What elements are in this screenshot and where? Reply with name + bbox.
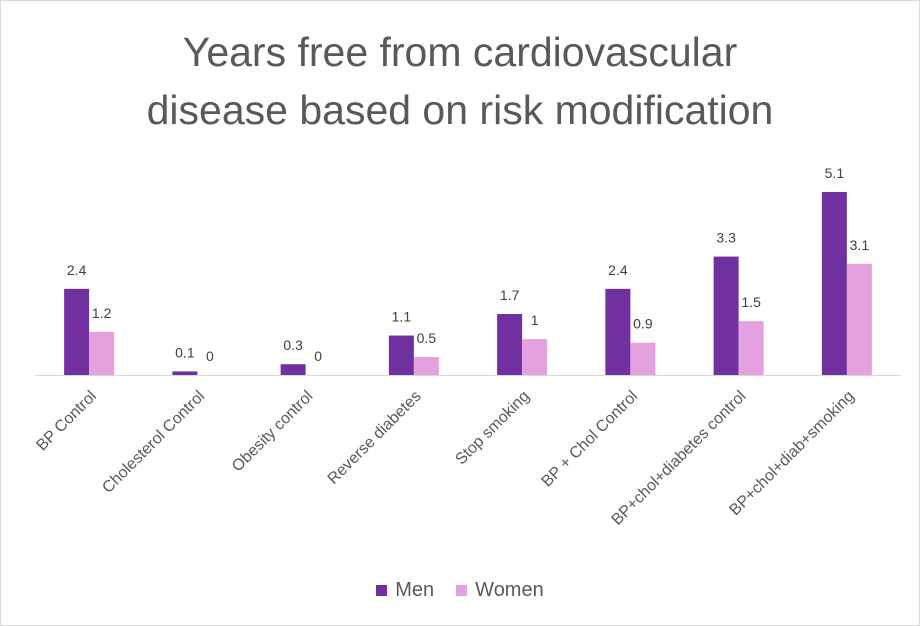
legend-swatch-women — [456, 585, 468, 596]
x-tick-label-2: Obesity control — [229, 388, 316, 475]
bar-men-7 — [821, 192, 847, 375]
data-label-men-0: 2.4 — [67, 262, 87, 278]
bar-women-0 — [89, 331, 115, 375]
data-label-men-7: 5.1 — [825, 165, 845, 181]
bar-men-5 — [605, 288, 631, 375]
data-label-men-1: 0.1 — [175, 344, 195, 360]
data-label-women-1: 0 — [206, 348, 214, 364]
data-label-women-2: 0 — [314, 348, 322, 364]
data-label-women-3: 0.5 — [417, 330, 437, 346]
data-label-men-4: 1.7 — [500, 287, 520, 303]
data-label-men-5: 2.4 — [608, 262, 628, 278]
bar-men-2 — [280, 364, 306, 375]
chart-title-line-1: Years free from cardiovascular — [182, 29, 738, 75]
legend-item-women: Women — [456, 579, 544, 602]
bar-women-5 — [630, 342, 656, 375]
x-tick-label-4: Stop smoking — [452, 388, 533, 469]
chart-title: Years free from cardiovascular disease b… — [1, 23, 919, 139]
data-label-women-5: 0.9 — [633, 316, 653, 332]
data-label-men-2: 0.3 — [283, 337, 303, 353]
data-label-women-0: 1.2 — [92, 305, 112, 321]
legend-swatch-men — [376, 585, 388, 596]
data-label-men-6: 3.3 — [716, 230, 736, 246]
data-label-women-7: 3.1 — [850, 237, 870, 253]
legend-label-women: Women — [475, 579, 544, 601]
x-tick-label-5: BP + Chol Control — [539, 388, 642, 491]
bar-women-3 — [413, 357, 439, 375]
bar-men-0 — [64, 288, 90, 375]
bar-women-6 — [738, 321, 764, 375]
x-tick-label-3: Reverse diabetes — [325, 388, 425, 488]
legend: Men Women — [1, 579, 919, 602]
data-label-women-6: 1.5 — [741, 294, 761, 310]
legend-item-men: Men — [376, 579, 434, 602]
x-tick-label-0: BP Control — [33, 388, 100, 455]
bar-men-1 — [172, 371, 198, 375]
x-tick-label-1: Cholesterol Control — [99, 388, 208, 497]
data-label-men-3: 1.1 — [392, 309, 412, 325]
data-label-women-4: 1 — [531, 312, 539, 328]
bar-men-3 — [388, 335, 414, 375]
bar-men-6 — [713, 256, 739, 375]
chart-title-line-2: disease based on risk modification — [146, 87, 774, 133]
bar-men-4 — [497, 314, 523, 375]
x-tick-label-7: BP+chol+diab+smoking — [726, 388, 857, 519]
legend-label-men: Men — [395, 579, 435, 601]
bar-women-7 — [846, 263, 872, 375]
bar-women-4 — [522, 339, 548, 375]
